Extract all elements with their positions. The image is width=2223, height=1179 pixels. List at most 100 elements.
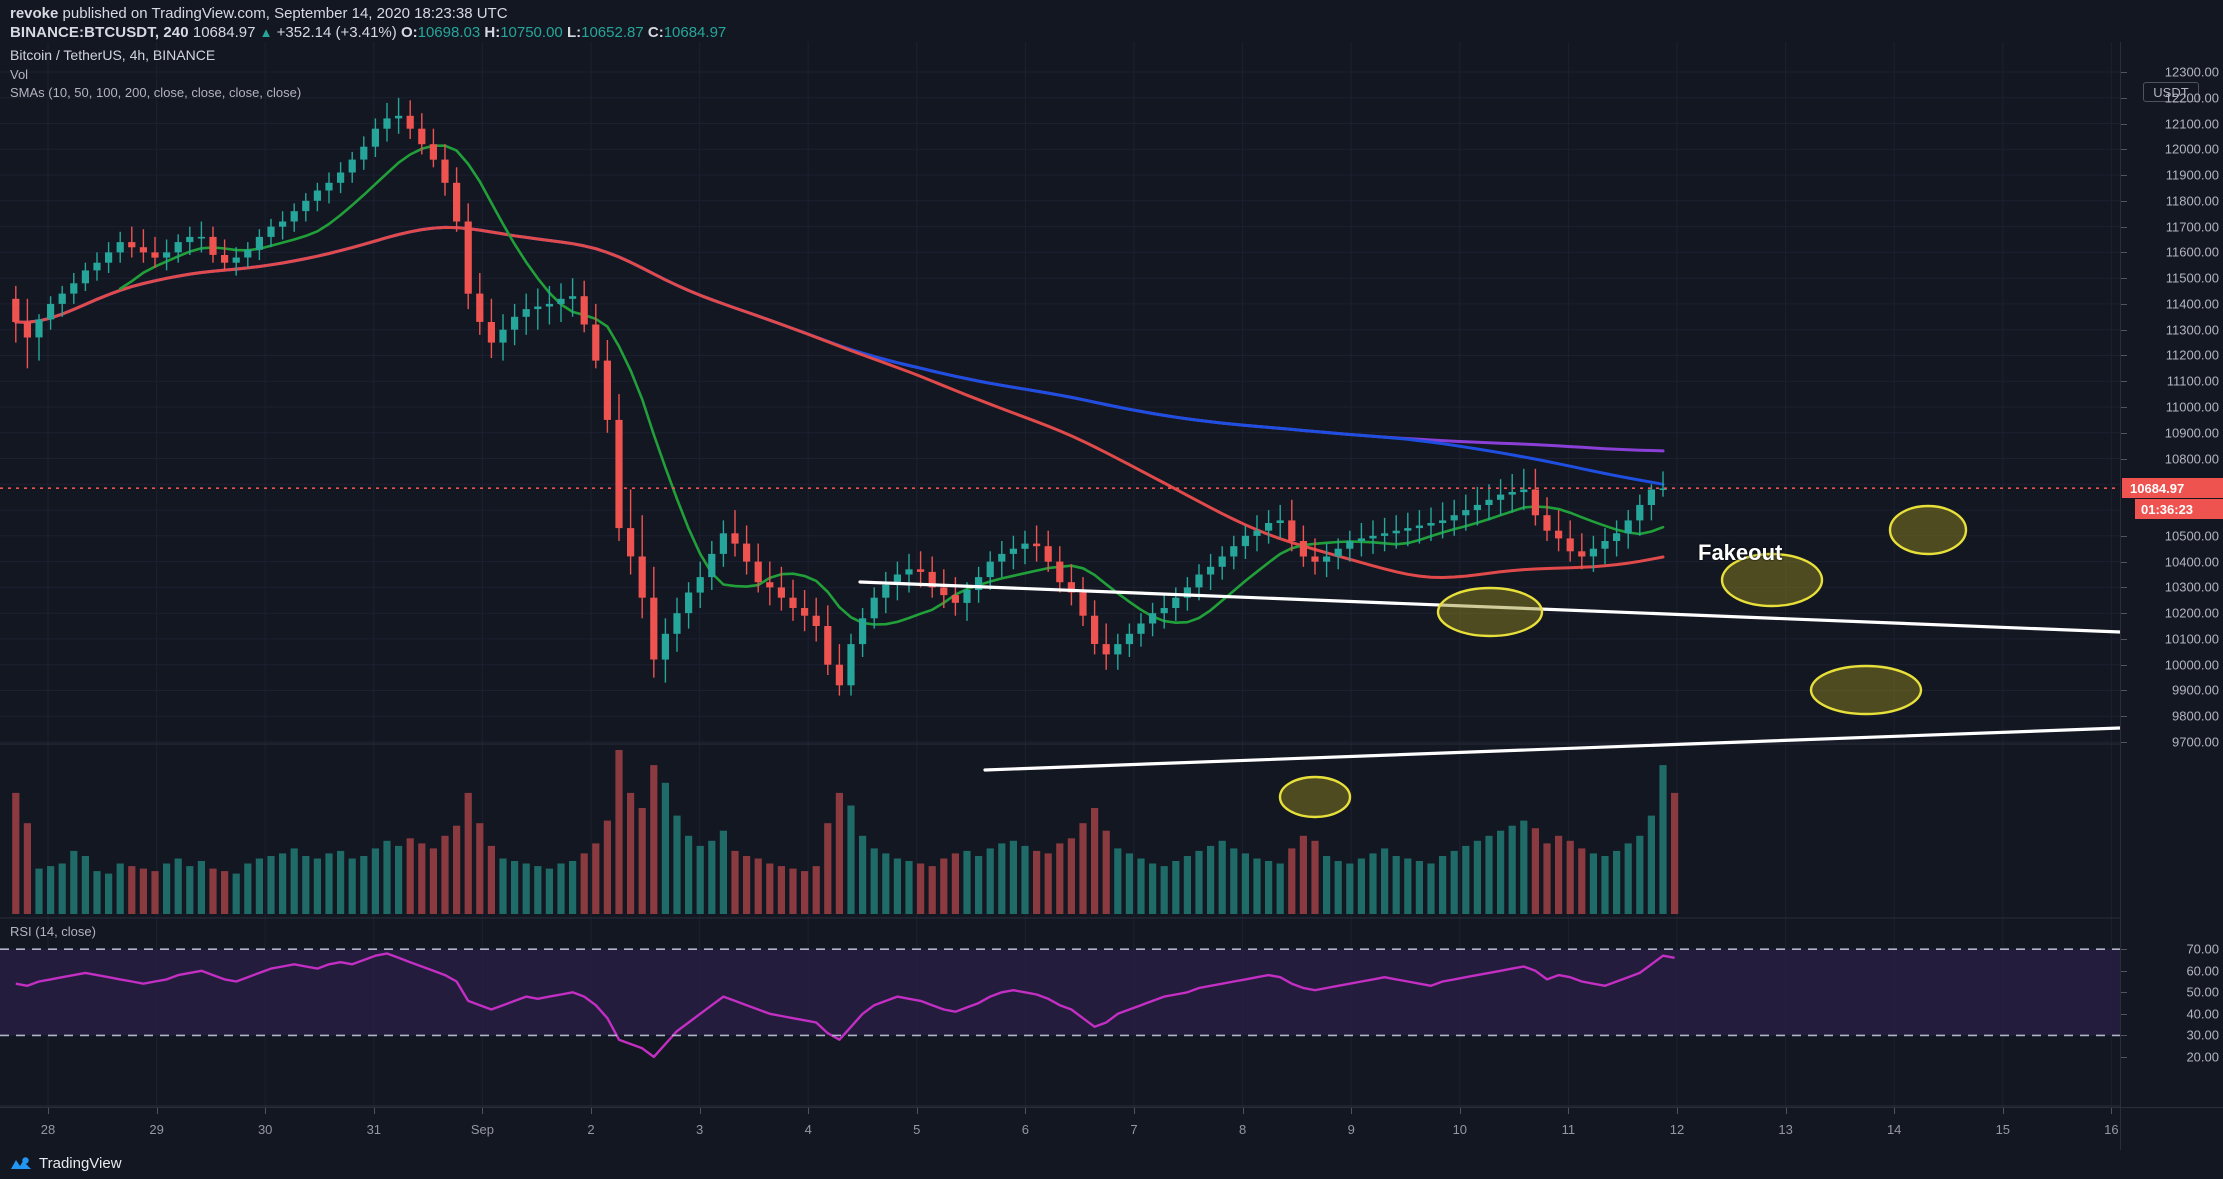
publish-header: revoke published on TradingView.com, Sep…	[0, 0, 2223, 42]
price-change: +352.14 (+3.41%)	[276, 24, 397, 41]
time-axis[interactable]: 28 29 30 31 Sep 2 3 4 5 6 7 8 9 10 11 12 13 14 15 16	[0, 1107, 2223, 1151]
high-label: H:	[484, 24, 501, 41]
price-axis-label: 11700.00	[2165, 219, 2219, 235]
price-axis-tick	[2121, 742, 2127, 743]
fakeout-annotation: Fakeout	[1698, 540, 1783, 565]
price-axis-tick	[2121, 381, 2127, 383]
time-axis-label: 11	[1561, 1122, 1576, 1137]
price-axis-label: 12100.00	[2164, 116, 2219, 132]
price-axis-label: 11900.00	[2165, 167, 2219, 183]
rsi-axis-tick	[2121, 1035, 2127, 1037]
price-axis-label: 12000.00	[2164, 141, 2219, 157]
time-axis-label: 2	[587, 1122, 595, 1137]
price-axis-tick	[2121, 149, 2127, 151]
price-axis-label: 12300.00	[2164, 64, 2219, 80]
time-axis-tick	[48, 1108, 49, 1114]
price-axis-tick	[2121, 200, 2127, 202]
price-axis-label: 10200.00	[2164, 605, 2219, 621]
time-axis-tick	[156, 1108, 158, 1114]
time-axis-label: 16	[2104, 1122, 2119, 1137]
price-axis-tick	[2121, 561, 2127, 563]
time-axis-label: 12	[1669, 1122, 1685, 1137]
price-axis-label: 11300.00	[2165, 322, 2219, 338]
rsi-axis-tick	[2121, 949, 2127, 951]
low-label: L:	[566, 24, 582, 41]
price-axis-tick	[2121, 432, 2127, 434]
price-axis-label: 11000.00	[2165, 399, 2219, 415]
author-name: revoke	[10, 5, 59, 22]
price-axis-tick	[2121, 535, 2127, 537]
price-axis-label: 10400.00	[2164, 554, 2219, 570]
price-axis-tick	[2121, 407, 2127, 408]
price-axis-tick	[2121, 97, 2127, 99]
time-axis-label: 9	[1347, 1122, 1355, 1137]
time-axis-label: 29	[149, 1122, 164, 1137]
price-axis-label: 12200.00	[2164, 90, 2219, 106]
price-axis-label: 11500.00	[2165, 270, 2219, 286]
rsi-axis-tick	[2121, 970, 2127, 972]
price-axis-tick	[2121, 664, 2127, 666]
high-value: 10750.00	[500, 24, 563, 41]
publish-text: published on TradingView.com, September …	[62, 5, 508, 22]
time-axis-tick	[699, 1108, 701, 1114]
time-axis-label: 4	[804, 1122, 812, 1137]
price-axis[interactable]: USDT 12300.00 12200.00 12100.00 12000.00 119…	[2120, 42, 2223, 1136]
close-value: 10684.97	[663, 24, 727, 41]
time-axis-label: 28	[40, 1122, 56, 1137]
up-arrow-icon: ▲	[259, 25, 273, 40]
bottom-bar: TradingView	[0, 1150, 2223, 1179]
volume-legend: Vol	[10, 67, 29, 82]
symbol-ticker: BINANCE:BTCUSDT, 240	[10, 24, 189, 41]
price-axis-label: 10500.00	[2164, 528, 2219, 544]
time-axis-tick	[1568, 1108, 1570, 1114]
price-axis-tick	[2121, 458, 2127, 460]
price-axis-tick	[2121, 690, 2127, 692]
time-axis-tick	[1459, 1108, 1461, 1114]
time-axis-tick	[265, 1108, 267, 1114]
sma-legend: SMAs (10, 50, 100, 200, close, close, cl…	[10, 85, 302, 100]
price-axis-label: 11100.00	[2166, 373, 2219, 389]
rsi-axis-tick	[2121, 992, 2127, 994]
price-axis-tick	[2121, 123, 2127, 125]
rsi-axis-tick	[2121, 1056, 2127, 1058]
time-axis-tick	[1894, 1108, 1896, 1114]
rsi-axis-label: 20.00	[2186, 1049, 2219, 1065]
price-axis-tick	[2121, 278, 2127, 280]
price-axis-label: 10800.00	[2164, 451, 2219, 467]
currency-badge: USDT	[2143, 82, 2199, 102]
time-axis-tick	[2002, 1108, 2004, 1114]
time-axis-label: 3	[695, 1122, 704, 1137]
time-axis-label: 7	[1130, 1122, 1138, 1137]
chart-plot-area[interactable]: Bitcoin / TetherUS, 4h, BINANCE Vol SMAs…	[0, 42, 2120, 1107]
rsi-axis-label: 60.00	[2186, 963, 2219, 979]
chart-title-legend: Bitcoin / TetherUS, 4h, BINANCE	[10, 47, 216, 63]
price-axis-label: 11600.00	[2165, 244, 2219, 260]
time-axis-tick	[1025, 1108, 1027, 1114]
rsi-axis-label: 50.00	[2186, 984, 2219, 1000]
price-axis-label: 11200.00	[2165, 347, 2219, 363]
time-axis-label: 10	[1452, 1122, 1468, 1137]
price-axis-tick	[2121, 72, 2127, 73]
rsi-axis-label: 40.00	[2186, 1006, 2219, 1022]
time-axis-tick	[1785, 1108, 1787, 1114]
price-axis-label: 11800.00	[2165, 193, 2219, 209]
time-axis-tick	[1242, 1108, 1244, 1114]
current-price-badge[interactable]: 10684.97	[2122, 478, 2223, 499]
price-axis-label: 10300.00	[2164, 579, 2219, 595]
price-axis-label: 10900.00	[2164, 425, 2219, 441]
rsi-legend: RSI (14, close)	[10, 924, 96, 939]
time-axis-label: 6	[1021, 1122, 1030, 1137]
rsi-axis-label: 70.00	[2186, 941, 2219, 957]
price-axis-tick	[2121, 303, 2127, 305]
price-axis-tick	[2121, 638, 2127, 640]
chart-canvas	[0, 42, 2120, 1107]
open-label: O:	[400, 24, 418, 41]
tradingview-label: TradingView	[39, 1155, 122, 1172]
chart-container[interactable]: Bitcoin / TetherUS, 4h, BINANCE Vol SMAs…	[0, 42, 2223, 1179]
bar-countdown-badge: 01:36:23	[2135, 499, 2223, 520]
price-axis-label: 10000.00	[2164, 657, 2219, 673]
tradingview-logo[interactable]: TradingView	[10, 1155, 122, 1172]
price-axis-tick	[2121, 716, 2127, 718]
price-axis-label: 11400.00	[2165, 296, 2219, 312]
last-price: 10684.97	[192, 24, 256, 41]
